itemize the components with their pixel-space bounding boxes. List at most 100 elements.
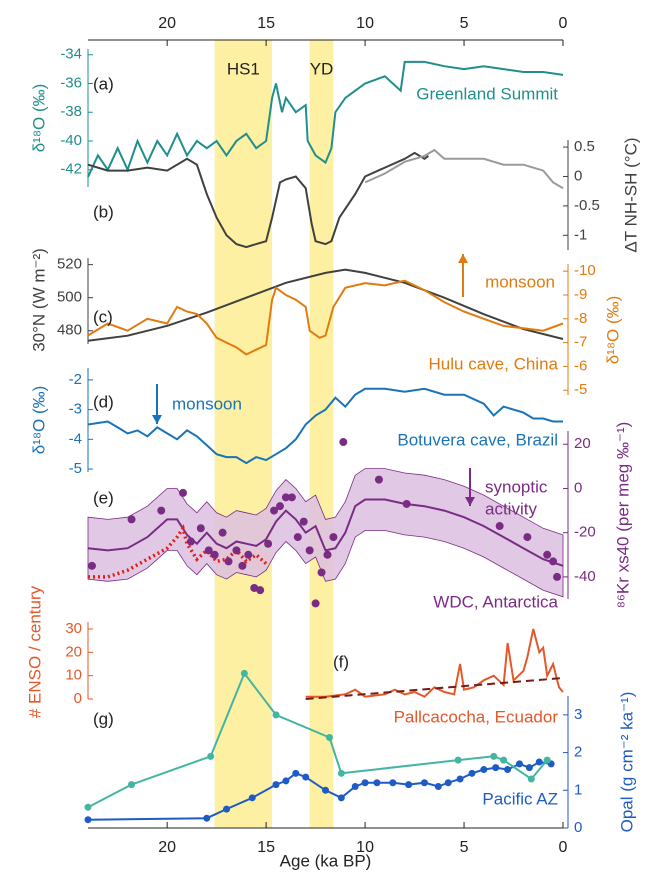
x-tick-label: 15: [257, 15, 275, 32]
y-tick-label: -2: [69, 371, 82, 388]
data-point: [179, 488, 187, 497]
annotation: WDC, Antarctica: [433, 592, 558, 611]
data-point: [523, 533, 532, 542]
annotation: synoptic: [485, 477, 548, 496]
data-point: [543, 756, 551, 764]
y-tick-label: 3: [574, 706, 582, 723]
y-axis-label: δ¹⁸O (‰): [29, 386, 48, 455]
data-point: [186, 537, 195, 546]
series-line: [305, 677, 564, 700]
x-tick-label: 0: [559, 15, 568, 32]
data-point: [495, 522, 504, 531]
annotation: monsoon: [172, 394, 242, 413]
data-point: [515, 760, 523, 768]
data-point: [468, 769, 476, 777]
y-tick-label: 0: [574, 819, 582, 836]
annotation: Pacific AZ: [482, 789, 558, 808]
data-point: [543, 550, 552, 559]
annotation: activity: [485, 499, 537, 518]
annotation: (b): [93, 202, 114, 221]
data-point: [204, 546, 213, 555]
data-point: [244, 550, 253, 559]
series-line: [87, 151, 429, 249]
y-tick-label: 30: [65, 620, 82, 637]
uncertainty-band: [87, 468, 564, 598]
data-point: [292, 769, 300, 777]
annotation: (c): [93, 307, 113, 326]
y-tick-label: -42: [60, 161, 82, 178]
x-axis-label: Age (ka BP): [280, 851, 372, 870]
y-tick-label: -36: [60, 74, 82, 91]
data-point: [84, 803, 92, 811]
data-point: [329, 533, 338, 542]
y-tick-label: 20: [65, 643, 82, 660]
y-axis-label: 30°N (W m⁻²): [29, 248, 48, 352]
series-line: [305, 628, 564, 698]
data-point: [305, 546, 314, 555]
data-point: [302, 773, 310, 781]
data-point: [238, 561, 247, 570]
data-point: [322, 786, 329, 794]
data-point: [264, 539, 273, 548]
data-point: [535, 758, 543, 766]
data-point: [525, 764, 533, 772]
data-point: [282, 777, 290, 785]
data-point: [281, 493, 290, 502]
interval-label: HS1: [227, 59, 260, 78]
annotation: (d): [93, 392, 114, 411]
y-tick-label: -7: [574, 334, 587, 351]
y-axis-label: δ¹⁸O (‰): [29, 84, 48, 153]
y-tick-label: -8: [574, 310, 587, 327]
y-tick-label: 520: [57, 256, 82, 273]
x-tick-label: 10: [356, 15, 374, 32]
annotation: Botuvera cave, Brazil: [397, 430, 558, 449]
series-line: [364, 148, 564, 190]
y-tick-label: -9: [574, 286, 587, 303]
data-point: [504, 766, 512, 774]
series-line: [87, 268, 564, 342]
data-point: [317, 568, 326, 577]
data-point: [500, 756, 508, 764]
y-tick-label: -3: [69, 401, 82, 418]
data-point: [323, 550, 332, 559]
y-tick-label: 20: [574, 435, 591, 452]
data-point: [434, 783, 442, 791]
data-point: [490, 752, 498, 760]
data-point: [256, 586, 265, 595]
data-point: [293, 533, 302, 542]
y-tick-label: 0: [74, 690, 82, 707]
data-point: [527, 775, 535, 783]
y-tick-label: -4: [69, 430, 82, 447]
data-point: [339, 438, 348, 447]
y-tick-label: -6: [574, 357, 587, 374]
data-point: [454, 756, 462, 764]
y-tick-label: 500: [57, 289, 82, 306]
y-tick-label: 2: [574, 744, 582, 761]
y-tick-label: 0: [574, 167, 582, 184]
data-point: [361, 779, 369, 787]
y-axis-label: ΔT NH-SH (°C): [621, 137, 640, 252]
y-axis-label: # ENSO / century: [25, 585, 44, 718]
x-tick-label: 5: [460, 15, 469, 32]
y-axis-label: Opal (g cm⁻² ka⁻¹): [617, 692, 636, 833]
series-line: [87, 671, 548, 809]
annotation: (a): [93, 74, 114, 93]
data-point: [299, 517, 308, 526]
x-tick-label: 5: [460, 839, 469, 856]
x-tick-label: 10: [356, 839, 374, 856]
y-tick-label: 0.5: [574, 138, 595, 155]
annotation: (f): [333, 652, 349, 671]
data-point: [240, 669, 248, 677]
y-axis-label: δ¹⁸O (‰): [603, 296, 622, 365]
annotation: (e): [93, 488, 114, 507]
data-point: [157, 506, 166, 515]
y-tick-label: -10: [574, 262, 596, 279]
data-point: [272, 781, 280, 789]
y-tick-label: -40: [574, 568, 596, 585]
data-point: [351, 783, 359, 791]
y-tick-label: -40: [60, 132, 82, 149]
annotation: Hulu cave, China: [429, 354, 559, 373]
data-point: [196, 524, 205, 533]
data-point: [549, 557, 558, 566]
